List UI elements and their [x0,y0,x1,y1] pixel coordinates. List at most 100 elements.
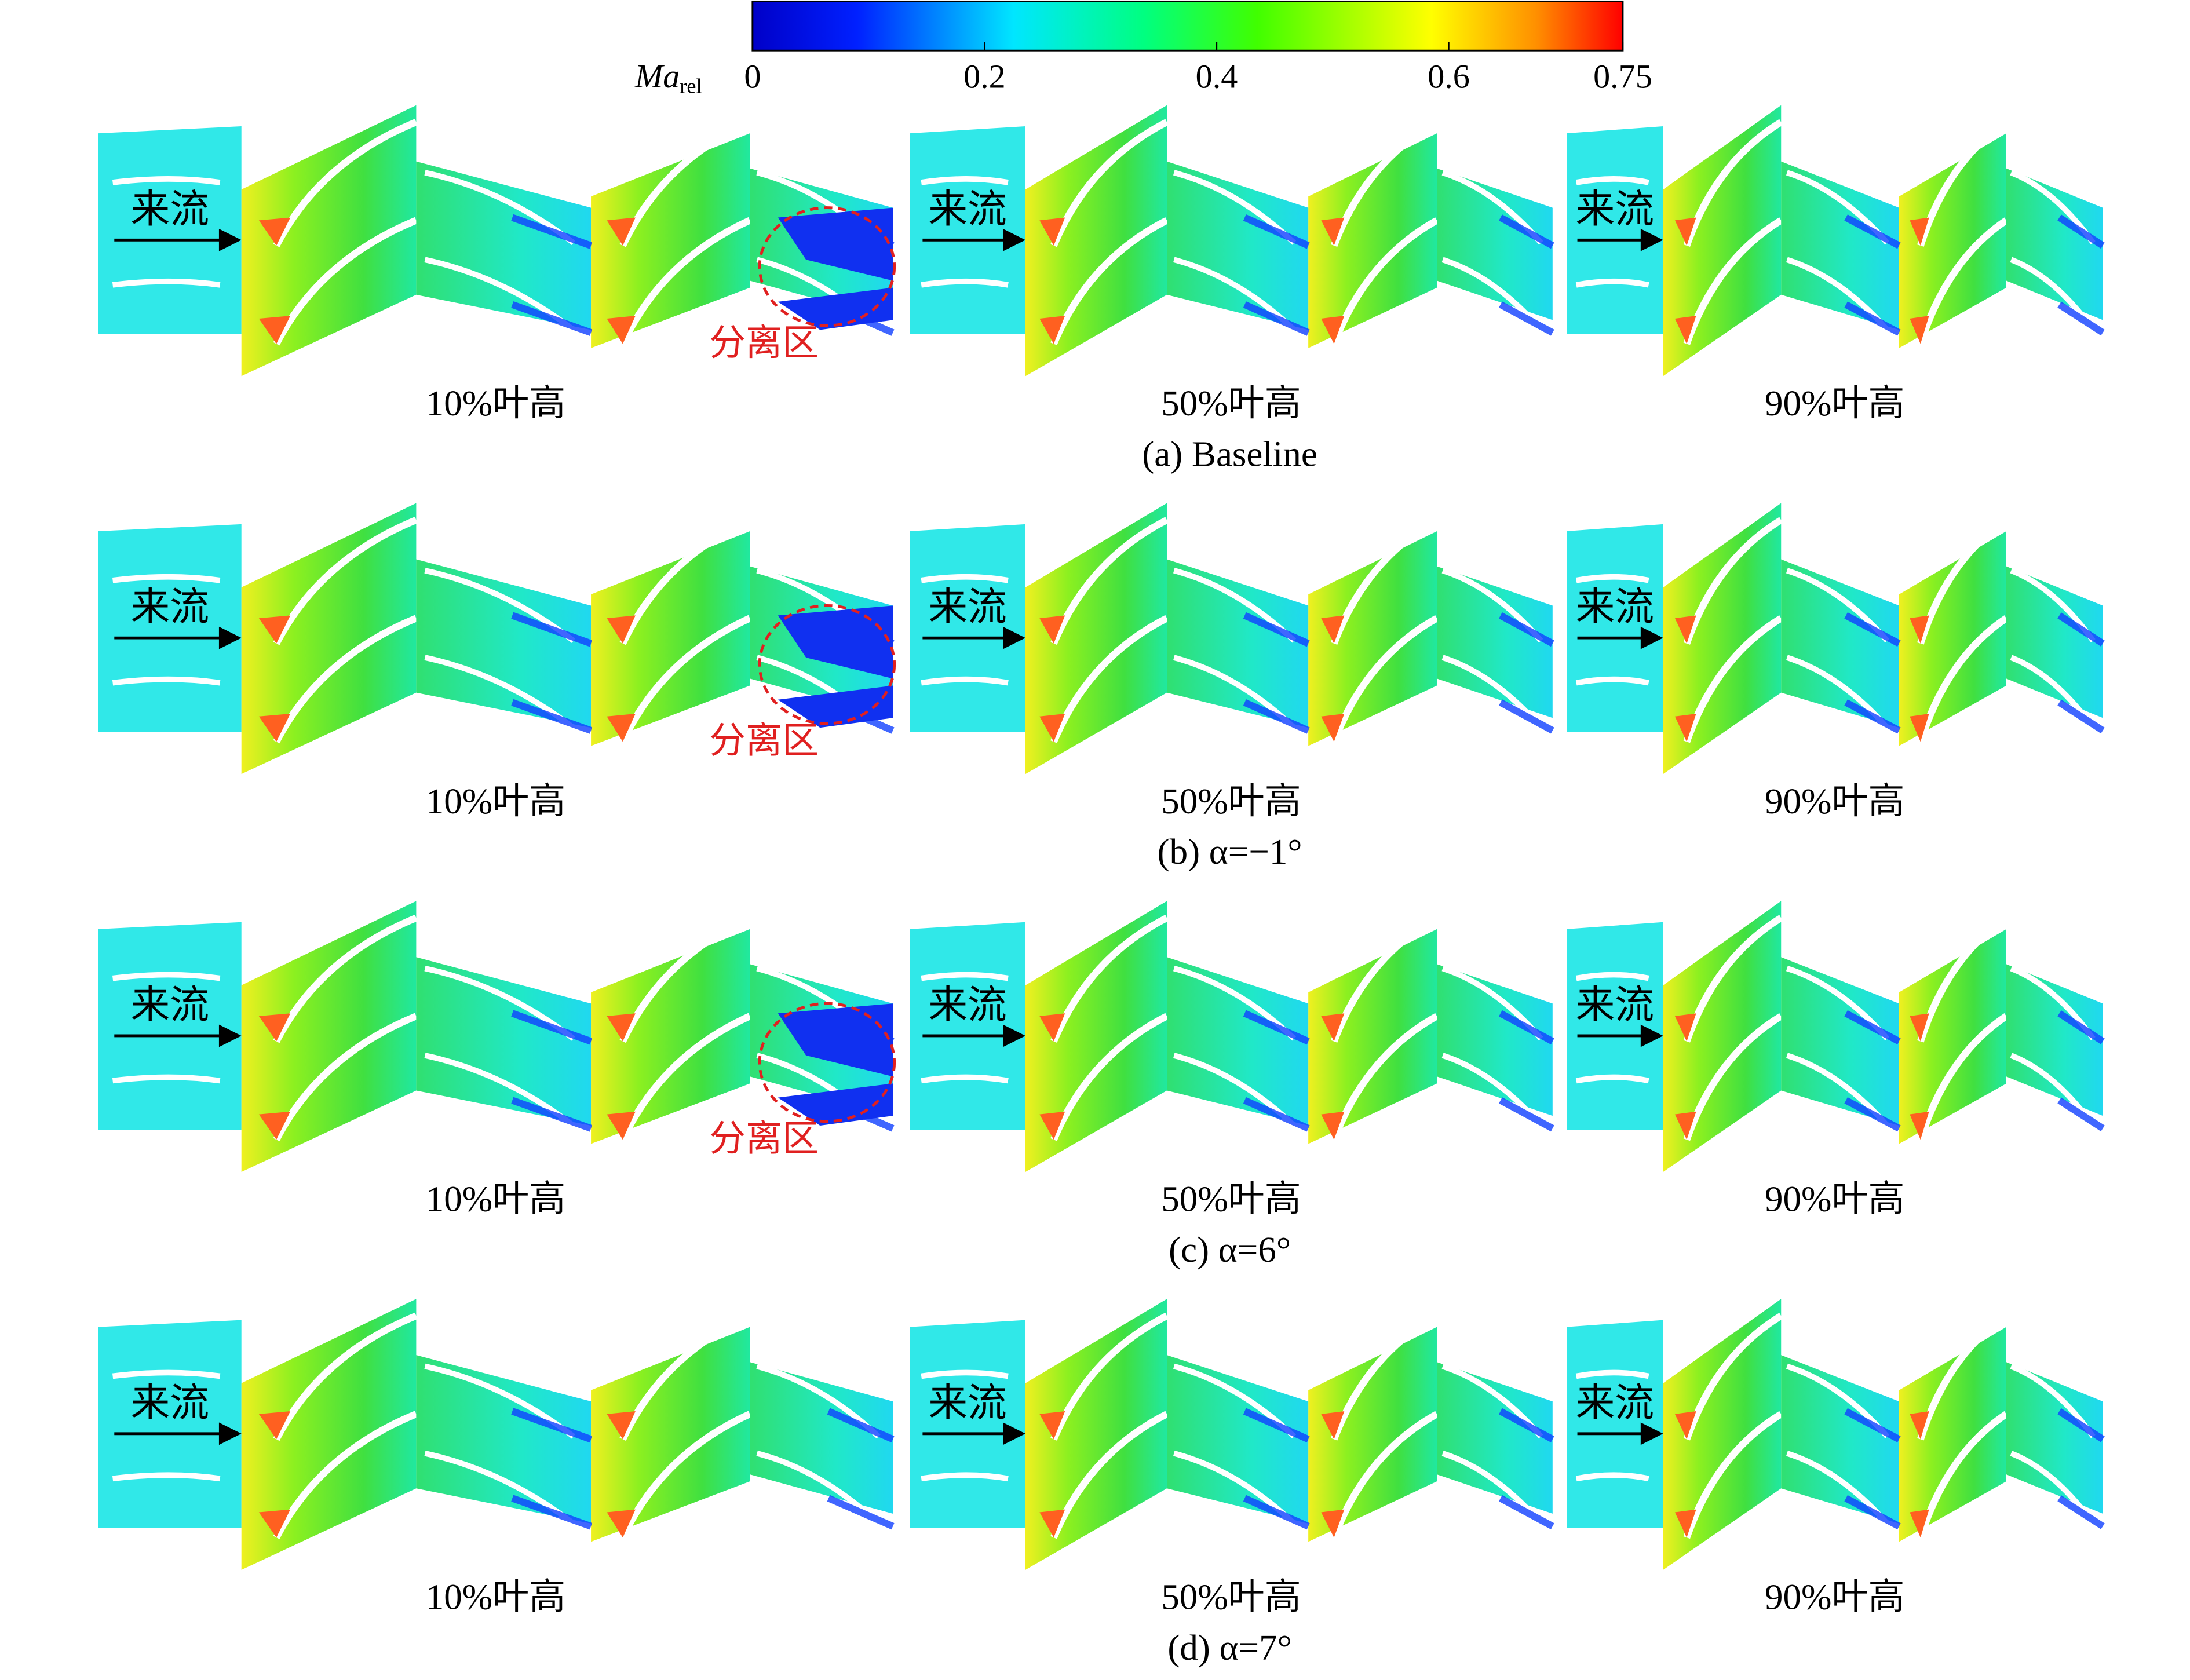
blade [1575,1074,1649,1084]
separation-flow [778,1083,893,1126]
section-label: 50%叶高 [1161,1577,1301,1617]
blade [1330,217,1439,345]
stagnation-spot [1674,615,1696,644]
rotor-domain [1025,105,1167,377]
colorbar-label: Marel [634,57,702,98]
rotor-domain [1663,901,1782,1172]
inflow-arrowhead [218,1422,242,1445]
blade [921,278,1009,288]
blade [921,176,1009,185]
inflow-arrowhead [1640,1024,1663,1047]
blade [1330,1411,1439,1539]
section-label: 90%叶高 [1765,1577,1904,1617]
rotor-domain [241,901,417,1172]
wake [1499,1408,1554,1442]
wake [1844,612,1901,647]
wake [1499,699,1554,734]
stagnation-spot [1910,713,1929,742]
blade [921,676,1009,686]
stator-domain [2006,1362,2103,1514]
blade [921,574,1009,583]
section-label: 10%叶高 [426,1179,565,1219]
blade [619,119,751,247]
stagnation-spot [607,1111,636,1140]
blade [1050,1411,1169,1539]
blade [619,1013,751,1141]
blade [1917,915,2009,1043]
blade [1917,615,2009,743]
inflow-arrowhead [1640,626,1663,649]
stator-domain [416,1355,592,1524]
stagnation-spot [607,316,636,344]
stagnation-spot [1910,1509,1929,1538]
wake [1499,1495,1554,1530]
stator-domain [416,161,592,330]
rotor-domain [1308,929,1437,1144]
inflow-label: 来流 [1575,586,1654,629]
wake [2057,612,2105,647]
stagnation-spot [607,615,636,644]
blade [619,1312,751,1441]
blade [1917,1313,2009,1441]
blade [1575,1369,1649,1379]
blade [112,1472,221,1482]
wake [1844,1097,1901,1132]
blade [112,972,221,981]
stagnation-spot [1039,217,1065,246]
stagnation-spot [1674,1411,1696,1440]
contour-plot: 来流 [910,901,1554,1172]
wake [1243,214,1310,249]
wake [827,1408,895,1443]
blade [1050,915,1169,1043]
stagnation-spot [1674,217,1696,246]
blade [921,1472,1009,1482]
blade [619,1411,751,1539]
blade [1917,1411,2009,1539]
stagnation-spot [1321,1111,1345,1140]
wake [2057,301,2105,336]
separation-label: 分离区 [709,323,819,363]
stagnation-spot [607,1509,636,1538]
stagnation-spot [258,316,291,344]
contour-plot: 来流 [1567,901,2105,1172]
panel-caption: (c) α=6° [1169,1229,1291,1270]
inflow-label: 来流 [1575,984,1654,1027]
stagnation-spot [1674,316,1696,344]
blade [1683,1013,1783,1141]
stator-domain [416,957,592,1126]
stagnation-spot [1039,615,1065,644]
section-label: 10%叶高 [426,781,565,821]
blade [1050,615,1169,743]
inflow-arrowhead [1003,228,1025,251]
rotor-domain [241,1299,417,1570]
blade [273,217,418,346]
wake [511,612,593,647]
blade [1330,1013,1439,1141]
inflow-label: 来流 [130,984,209,1027]
stator-domain [1167,1355,1309,1524]
inflow-label: 来流 [130,188,209,231]
stagnation-spot [1910,1411,1929,1440]
stagnation-spot [1321,1509,1345,1538]
stagnation-spot [1321,217,1345,246]
inflow-label: 来流 [1575,1381,1654,1425]
contour-plot: 来流 [1567,1299,2105,1570]
rotor-domain [1308,531,1437,746]
blade [1575,676,1649,686]
rotor-domain [1663,105,1782,377]
stagnation-spot [1910,615,1929,644]
wake [1243,1495,1310,1530]
stagnation-spot [1674,713,1696,742]
separation-marker [758,206,896,327]
section-label: 50%叶高 [1161,383,1301,423]
wake [511,1097,593,1132]
wake [1844,1408,1901,1442]
stagnation-spot [258,1411,291,1440]
stagnation-spot [1039,1509,1065,1538]
blade [1683,915,1783,1043]
wake [1499,612,1554,647]
rotor-domain [591,929,750,1144]
blade [1050,1013,1169,1141]
contour-plot: 来流 [1567,105,2105,377]
